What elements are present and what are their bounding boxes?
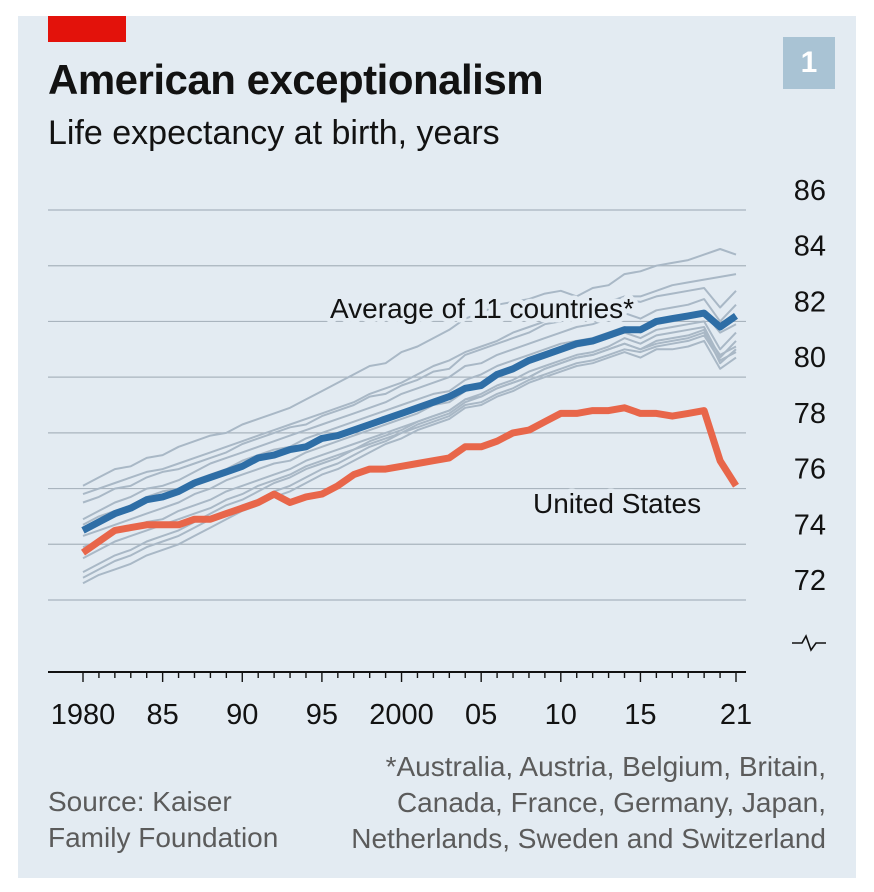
country-line [82,320,737,537]
y-tick-label: 82 [794,286,826,318]
x-tick-label: 2000 [369,699,434,731]
country-line [82,326,737,549]
axis-break-icon [792,634,826,652]
x-tick-label: 21 [720,699,752,731]
country-line [82,331,737,573]
x-tick-label: 85 [147,699,179,731]
x-tick-label: 05 [465,699,497,731]
chart-subtitle: Life expectancy at birth, years [48,114,500,152]
footnote-line: Canada, France, Germany, Japan, [396,787,826,818]
footnote: *Australia, Austria, Belgium, Britain, C… [351,749,826,857]
y-tick-label: 76 [794,454,826,486]
y-tick-label: 72 [794,565,826,597]
source-line: Family Foundation [48,822,279,853]
chart-title: American exceptionalism [48,56,544,103]
country-lines [82,248,737,585]
average-series-label: Average of 11 countries* [330,293,634,324]
country-line [82,273,737,496]
country-line [82,248,737,487]
axes: 72 74 76 78 80 82 84 86 1980 85 90 95 2000 05 10 15 21 [48,175,826,731]
y-tick-label: 78 [794,398,826,430]
source-line: Source: Kaiser [48,786,232,817]
country-line [82,298,737,521]
footnote-line: Netherlands, Sweden and Switzerland [351,823,826,854]
y-tick-label: 84 [794,231,826,263]
y-tick-label: 80 [794,342,826,374]
average-line [81,309,739,534]
chart-number-badge: 1 [783,37,835,89]
footnote-line: *Australia, Austria, Belgium, Britain, [385,751,826,782]
x-tick-label: 15 [624,699,656,731]
series-labels: Average of 11 countries* United States [326,289,706,524]
x-tick-label: 10 [545,699,577,731]
y-tick-label: 74 [794,509,826,541]
red-accent-tag [48,16,126,42]
x-tick-label: 90 [226,699,258,731]
x-tick-label: 95 [306,699,338,731]
country-line [82,287,737,504]
country-line [82,334,737,579]
x-tick-label: 1980 [51,699,116,731]
united-states-series-label: United States [533,488,701,519]
united-states-line [80,404,739,556]
country-line [82,339,737,585]
y-tick-label: 86 [794,175,826,207]
grid-lines [48,209,746,601]
source-note: Source: Kaiser Family Foundation [48,784,278,856]
chart-card: 1 American exceptionalism Life expectanc… [18,16,856,878]
line-chart: 72 74 76 78 80 82 84 86 1980 85 90 95 2000 05 10 15 21 A… [48,175,826,731]
highlight-lines [80,309,739,556]
